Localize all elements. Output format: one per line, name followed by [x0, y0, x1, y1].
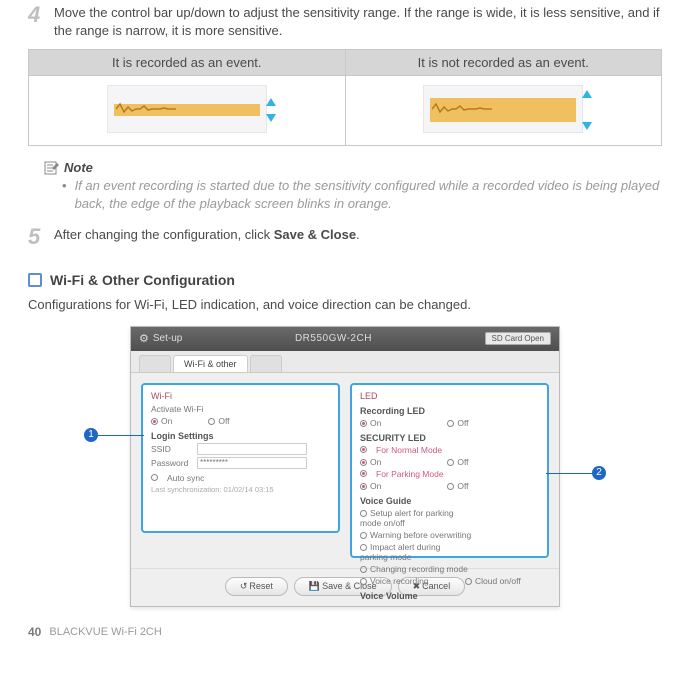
step-5-prefix: After changing the configuration, click: [54, 227, 274, 242]
section-heading: Wi-Fi & Other Configuration: [28, 272, 662, 288]
tab-next[interactable]: [250, 355, 282, 372]
section-title: Wi-Fi & Other Configuration: [50, 272, 235, 288]
note-text: If an event recording is started due to …: [75, 177, 662, 212]
step-number: 5: [28, 226, 48, 248]
tab-wifi-other[interactable]: Wi-Fi & other: [173, 355, 248, 372]
radio-recled-on[interactable]: [360, 420, 367, 427]
callout-1-line: [98, 435, 144, 436]
col-header-recorded: It is recorded as an event.: [29, 50, 346, 76]
cell-recorded: [29, 76, 346, 146]
sensitivity-wide-diagram: [423, 85, 583, 133]
reset-button[interactable]: ↺Reset: [225, 577, 288, 596]
page-number: 40: [28, 625, 41, 639]
led-heading: LED: [360, 391, 539, 401]
note-label: Note: [64, 160, 93, 175]
radio-normal-mode[interactable]: [360, 446, 367, 453]
radio-wifi-off[interactable]: [208, 418, 215, 425]
step-5-bold: Save & Close: [274, 227, 356, 242]
autosync-checkbox[interactable]: [151, 474, 158, 481]
step-number: 4: [28, 4, 48, 39]
setup-label: Set-up: [153, 333, 182, 344]
ssid-input[interactable]: [197, 443, 307, 455]
tab-strip: Wi-Fi & other: [131, 351, 559, 373]
radio-wifi-on[interactable]: [151, 418, 158, 425]
sd-card-open-button[interactable]: SD Card Open: [485, 332, 551, 345]
cell-not-recorded: [345, 76, 662, 146]
section-intro: Configurations for Wi-Fi, LED indication…: [28, 296, 662, 314]
dialog-figure: 1 2 ⚙ Set-up DR550GW-2CH SD Card Open Wi…: [130, 326, 560, 607]
step-5-suffix: .: [356, 227, 360, 242]
section-square-icon: [28, 273, 42, 287]
callout-2: 2: [592, 466, 606, 480]
step-4: 4 Move the control bar up/down to adjust…: [28, 4, 662, 39]
radio-parking-mode[interactable]: [360, 470, 367, 477]
note-block: Note • If an event recording is started …: [44, 160, 662, 212]
bullet-dot-icon: •: [62, 177, 67, 212]
step-5: 5 After changing the configuration, clic…: [28, 226, 662, 248]
note-icon: [44, 161, 60, 175]
sensitivity-narrow-diagram: [107, 85, 267, 133]
other-panel: LED Recording LED On Off SECURITY LED Fo…: [350, 383, 549, 558]
password-input[interactable]: *********: [197, 457, 307, 469]
step-4-text: Move the control bar up/down to adjust t…: [54, 4, 662, 39]
col-header-not-recorded: It is not recorded as an event.: [345, 50, 662, 76]
product-name: BLACKVUE Wi-Fi 2CH: [49, 626, 161, 638]
sensitivity-table: It is recorded as an event. It is not re…: [28, 49, 662, 146]
gear-icon: ⚙: [139, 332, 149, 345]
setup-dialog: ⚙ Set-up DR550GW-2CH SD Card Open Wi-Fi …: [130, 326, 560, 607]
dialog-titlebar: ⚙ Set-up DR550GW-2CH SD Card Open: [131, 327, 559, 351]
callout-2-line: [546, 473, 592, 474]
row-activate-wifi: Activate Wi-Fi: [151, 404, 221, 414]
dialog-model: DR550GW-2CH: [295, 333, 372, 344]
page-footer: 40 BLACKVUE Wi-Fi 2CH: [28, 625, 662, 639]
wifi-panel: Wi-Fi Activate Wi-Fi On Off Login Settin…: [141, 383, 340, 533]
login-settings-label: Login Settings: [151, 431, 330, 441]
wifi-heading: Wi-Fi: [151, 391, 330, 401]
radio-recled-off[interactable]: [447, 420, 454, 427]
callout-1: 1: [84, 428, 98, 442]
tab-prev[interactable]: [139, 355, 171, 372]
